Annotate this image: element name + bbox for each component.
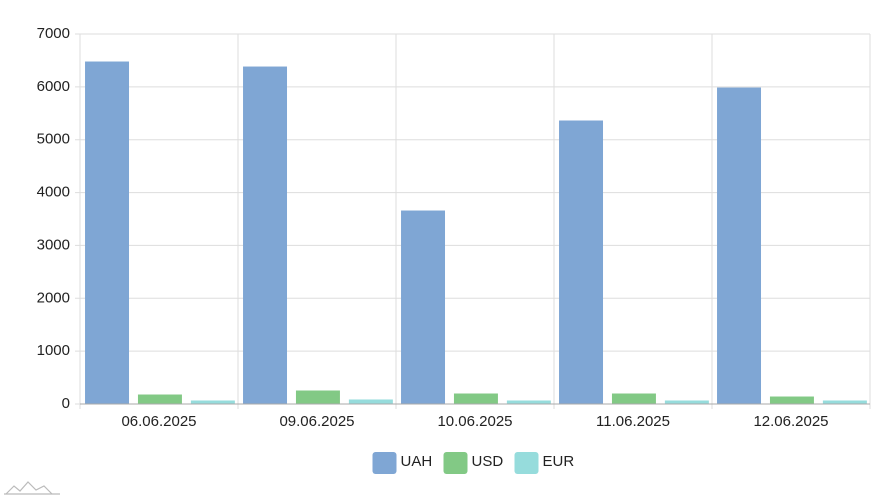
legend-swatch (514, 452, 539, 474)
legend-label: EUR (543, 453, 575, 470)
y-tick-label: 7000 (37, 25, 70, 42)
bar (243, 66, 288, 405)
x-tick-label: 09.06.2025 (279, 413, 354, 430)
y-tick-label: 4000 (37, 184, 70, 201)
bar (611, 393, 656, 405)
bar (348, 399, 393, 405)
bar (85, 61, 130, 405)
x-tick-label: 11.06.2025 (596, 413, 670, 430)
y-tick-label: 5000 (37, 131, 70, 148)
bar (453, 393, 498, 405)
bar (559, 120, 604, 405)
bar (295, 390, 340, 405)
y-tick-label: 6000 (37, 78, 70, 95)
y-tick-label: 3000 (37, 236, 70, 253)
legend-label: USD (472, 453, 504, 470)
y-tick-label: 1000 (37, 342, 70, 359)
x-tick-label: 06.06.2025 (121, 413, 196, 430)
legend-label: UAH (401, 453, 433, 470)
legend-swatch (372, 452, 397, 474)
x-tick-label: 12.06.2025 (753, 413, 828, 430)
bar (401, 210, 446, 405)
y-tick-label: 2000 (37, 289, 70, 306)
bar (717, 87, 762, 405)
legend-swatch (443, 452, 468, 474)
x-tick-label: 10.06.2025 (437, 413, 512, 430)
logo (4, 481, 60, 495)
y-tick-label: 0 (62, 395, 70, 412)
bar (137, 394, 182, 405)
bar (769, 396, 814, 405)
